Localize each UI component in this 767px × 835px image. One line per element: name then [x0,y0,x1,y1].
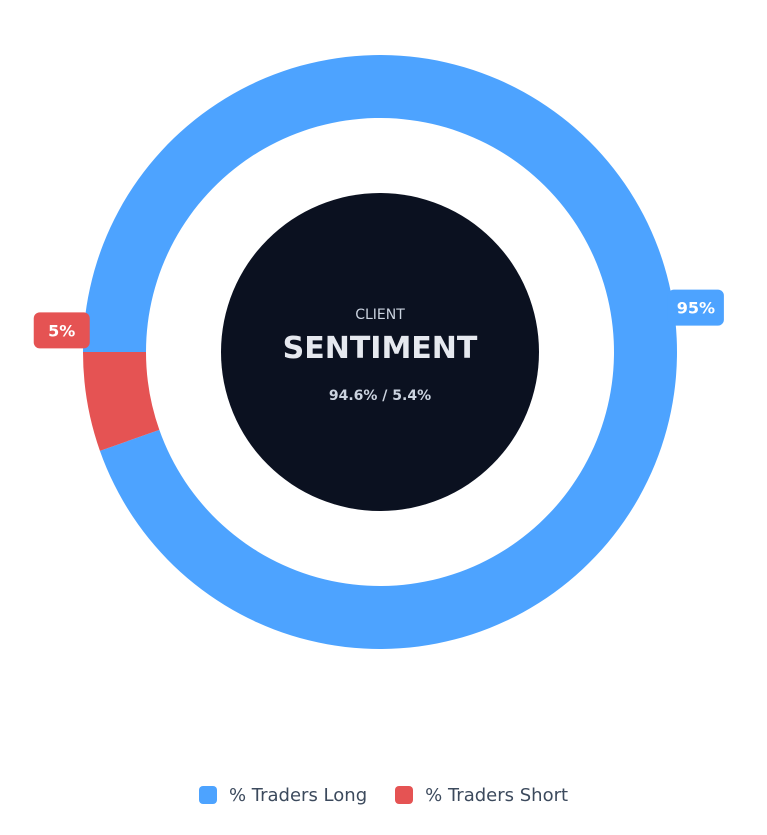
legend-item-short[interactable]: % Traders Short [395,785,568,806]
donut-slices [83,55,677,650]
legend: % Traders Long % Traders Short [0,782,767,808]
center-title: SENTIMENT [283,331,478,366]
legend-label-short: % Traders Short [425,784,569,806]
data-label-text-long: 95% [677,299,715,318]
data-label-text-short: 5% [48,321,75,340]
data-labels: 95% 5% [33,289,724,349]
center-ratio: 94.6% / 5.4% [329,388,431,404]
legend-label-long: % Traders Long [228,784,368,806]
center-disc [221,193,539,511]
center-subtitle: CLIENT [355,307,405,323]
data-label-long: 95% [667,289,724,326]
data-label-box-short [33,312,90,349]
data-label-short: 5% [33,312,90,349]
donut-chart: CLIENT SENTIMENT 94.6% / 5.4% 95% 5% [33,55,724,650]
legend-swatch-short [395,786,414,804]
legend-item-long[interactable]: % Traders Long [198,784,368,806]
slice-short[interactable] [83,352,160,451]
data-label-box-long [667,289,724,326]
legend-swatch-long [198,786,217,804]
